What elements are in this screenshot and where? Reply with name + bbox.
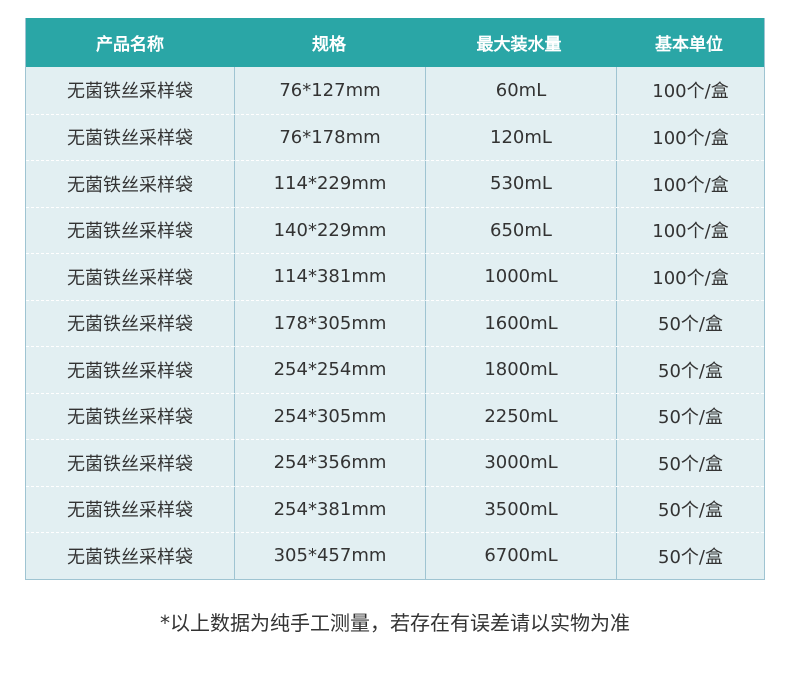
table-row: 无菌铁丝采样袋 254*381mm 3500mL 50个/盒: [26, 485, 764, 532]
table-cell: 3000mL: [425, 440, 616, 486]
spec-table: 产品名称 规格 最大装水量 基本单位 无菌铁丝采样袋 76*127mm 60mL 10…: [25, 18, 765, 580]
table-cell: 100个/盒: [616, 67, 764, 114]
table-body: 无菌铁丝采样袋 76*127mm 60mL 100个/盒 无菌铁丝采样袋 76*178mm…: [26, 67, 764, 579]
table-cell: 120mL: [425, 114, 616, 160]
table-cell: 50个/盒: [616, 347, 764, 393]
table-cell: 76*127mm: [234, 67, 425, 114]
table-cell: 无菌铁丝采样袋: [67, 453, 193, 475]
table-cell: 530mL: [425, 161, 616, 207]
table-row: 无菌铁丝采样袋 114*381mm 1000mL 100个/盒: [26, 253, 764, 300]
table-cell: 无菌铁丝采样袋: [67, 500, 193, 522]
table-cell: 无菌铁丝采样袋: [67, 407, 193, 429]
table-cell: 114*381mm: [234, 254, 425, 300]
table-cell: 无菌铁丝采样袋: [67, 128, 193, 150]
table-cell: 254*305mm: [234, 393, 425, 439]
table-cell: 100个/盒: [616, 207, 764, 253]
table-row: 无菌铁丝采样袋 254*305mm 2250mL 50个/盒: [26, 392, 764, 439]
header-cell: 基本单位: [655, 35, 723, 55]
table-cell: 100个/盒: [616, 254, 764, 300]
table-cell: 50个/盒: [616, 393, 764, 439]
table-cell: 254*381mm: [234, 486, 425, 532]
table-row: 无菌铁丝采样袋 76*127mm 60mL 100个/盒: [26, 67, 764, 114]
table-cell: 6700mL: [425, 533, 616, 579]
table-cell: 50个/盒: [616, 486, 764, 532]
header-cell: 最大装水量: [476, 35, 562, 55]
table-cell: 76*178mm: [234, 114, 425, 160]
table-cell: 无菌铁丝采样袋: [67, 174, 193, 196]
header-cell: 产品名称: [96, 35, 164, 55]
table-cell: 无菌铁丝采样袋: [67, 546, 193, 568]
table-row: 无菌铁丝采样袋 114*229mm 530mL 100个/盒: [26, 160, 764, 207]
footnote: *以上数据为纯手工测量，若存在有误差请以实物为准: [160, 611, 630, 635]
table-cell: 1000mL: [425, 254, 616, 300]
table-cell: 254*254mm: [234, 347, 425, 393]
table-cell: 140*229mm: [234, 207, 425, 253]
table-row: 无菌铁丝采样袋 305*457mm 6700mL 50个/盒: [26, 532, 764, 579]
table-cell: 100个/盒: [616, 114, 764, 160]
table-cell: 100个/盒: [616, 161, 764, 207]
table-cell: 1600mL: [425, 300, 616, 346]
table-cell: 无菌铁丝采样袋: [67, 314, 193, 336]
table-cell: 无菌铁丝采样袋: [67, 267, 193, 289]
table-cell: 650mL: [425, 207, 616, 253]
table-cell: 178*305mm: [234, 300, 425, 346]
table-cell: 无菌铁丝采样袋: [67, 81, 193, 103]
table-cell: 2250mL: [425, 393, 616, 439]
table-cell: 3500mL: [425, 486, 616, 532]
table-cell: 50个/盒: [616, 300, 764, 346]
table-row: 无菌铁丝采样袋 140*229mm 650mL 100个/盒: [26, 206, 764, 253]
table-header: 产品名称 规格 最大装水量 基本单位: [26, 18, 764, 67]
table-cell: 50个/盒: [616, 533, 764, 579]
table-row: 无菌铁丝采样袋 254*356mm 3000mL 50个/盒: [26, 439, 764, 486]
table-cell: 50个/盒: [616, 440, 764, 486]
table-cell: 无菌铁丝采样袋: [67, 221, 193, 243]
table-cell: 305*457mm: [234, 533, 425, 579]
table-cell: 1800mL: [425, 347, 616, 393]
table-cell: 无菌铁丝采样袋: [67, 360, 193, 382]
header-cell: 规格: [312, 35, 346, 55]
table-row: 无菌铁丝采样袋 76*178mm 120mL 100个/盒: [26, 113, 764, 160]
table-cell: 254*356mm: [234, 440, 425, 486]
table-cell: 114*229mm: [234, 161, 425, 207]
table-row: 无菌铁丝采样袋 254*254mm 1800mL 50个/盒: [26, 346, 764, 393]
table-row: 无菌铁丝采样袋 178*305mm 1600mL 50个/盒: [26, 299, 764, 346]
table-cell: 60mL: [425, 67, 616, 114]
